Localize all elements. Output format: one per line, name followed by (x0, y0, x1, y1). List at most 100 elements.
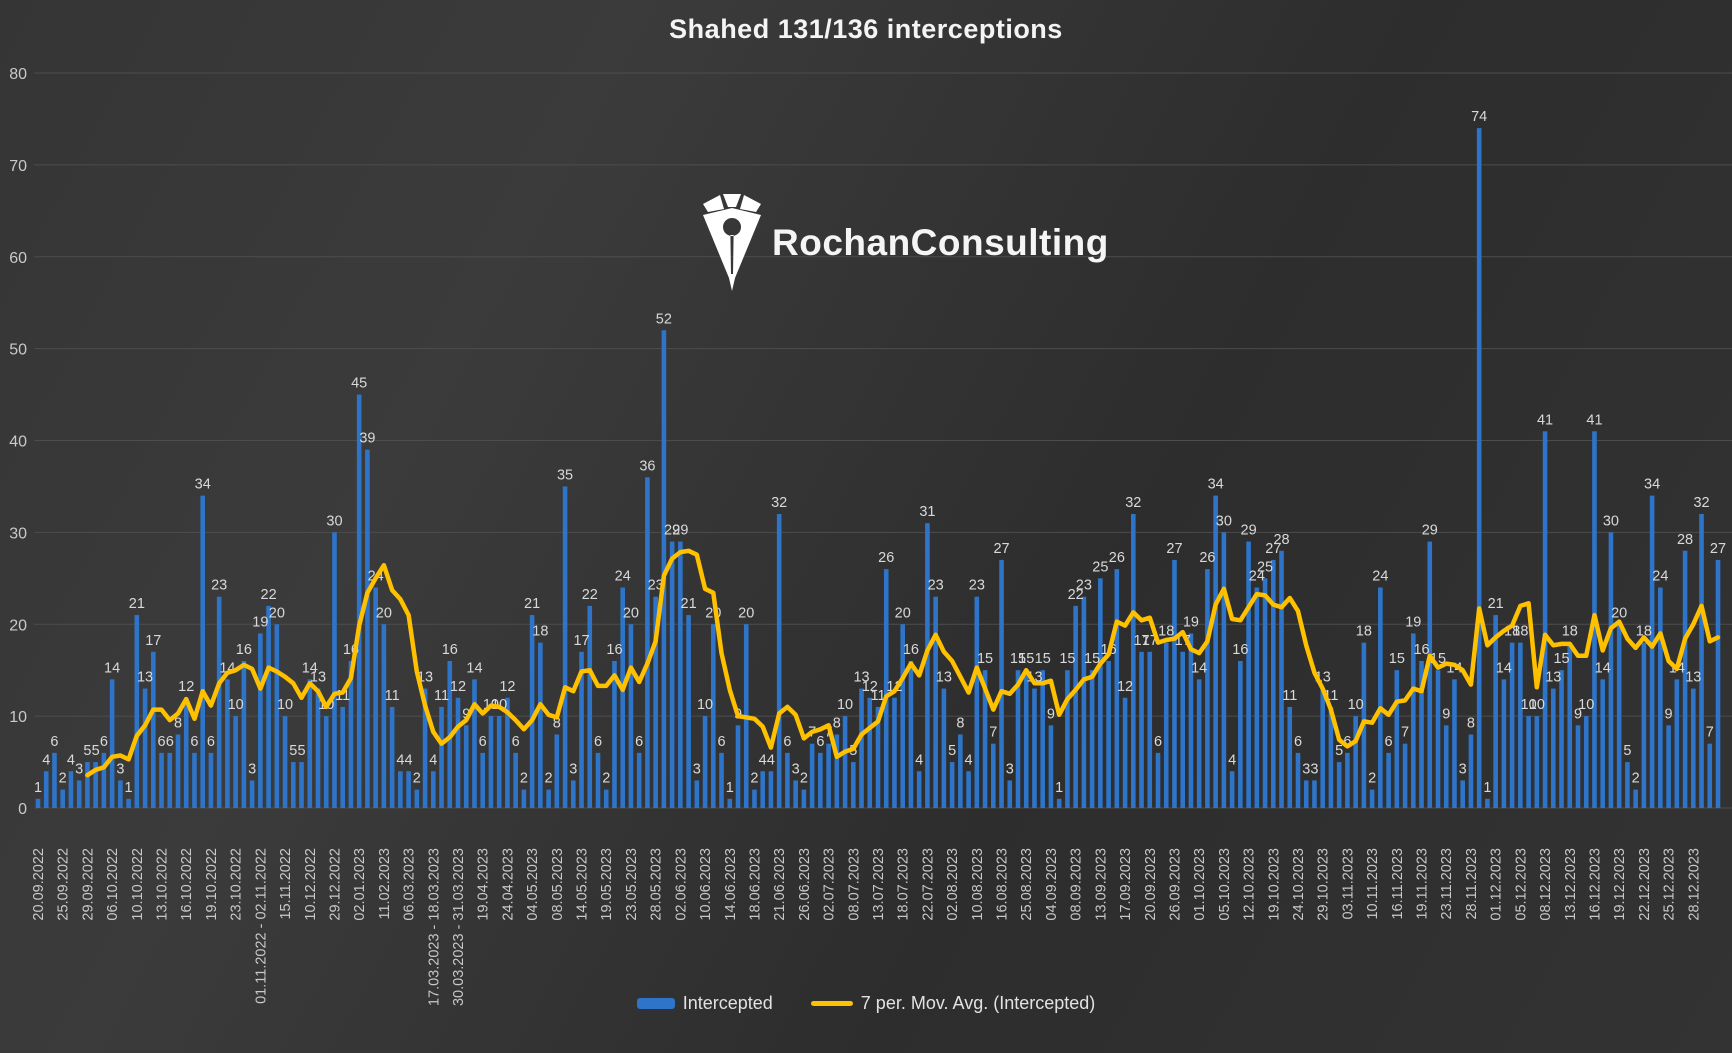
bar-value-label: 8 (174, 716, 182, 732)
bar (1485, 798, 1490, 808)
bar (373, 587, 378, 808)
bar-value-label: 13 (936, 670, 952, 686)
rochan-logo-text: RochanConsulting (772, 222, 1109, 263)
bar-value-label: 74 (1471, 109, 1487, 125)
bar (258, 633, 263, 808)
bar-value-label: 4 (429, 752, 437, 768)
y-tick-label: 20 (9, 617, 27, 634)
bar-value-label: 2 (750, 771, 758, 787)
bar-value-label: 27 (993, 541, 1009, 557)
bar (1468, 734, 1474, 808)
bar (735, 725, 741, 808)
bar-value-label: 6 (1343, 734, 1351, 750)
bar-value-label: 8 (833, 716, 841, 732)
bar (1699, 514, 1704, 808)
moving-average-line-icon (810, 1001, 853, 1006)
bar-value-label: 14 (466, 660, 482, 676)
bar-value-label: 15 (1389, 651, 1405, 667)
x-tick-label: 16.12.2023 (1587, 848, 1603, 921)
bar (1336, 762, 1342, 808)
x-tick-label: 23.11.2023 (1439, 848, 1455, 920)
bar-value-label: 21 (681, 596, 697, 612)
bar-value-label: 14 (104, 660, 120, 676)
bar (727, 798, 733, 808)
y-tick-label: 10 (9, 709, 27, 726)
y-tick-label: 50 (9, 342, 27, 359)
bar-value-label: 27 (1166, 541, 1182, 557)
bar (1295, 752, 1301, 808)
x-tick-label: 19.05.2023 (599, 848, 615, 921)
bar (999, 559, 1004, 808)
bar (1073, 605, 1078, 808)
bar (949, 762, 955, 808)
bar (1649, 495, 1655, 808)
bar (159, 752, 164, 808)
bar (752, 789, 757, 808)
bar (760, 771, 766, 808)
bar-value-label: 34 (195, 477, 211, 493)
bar (1534, 716, 1540, 808)
bar (1007, 780, 1013, 808)
bar (1254, 587, 1260, 808)
x-tick-label: 22.12.2023 (1637, 848, 1653, 921)
bar (398, 771, 403, 808)
bar-value-label: 4 (396, 752, 404, 768)
y-tick-label: 0 (18, 801, 27, 818)
bar (694, 780, 700, 808)
x-tick-label: 16.10.2022 (179, 848, 195, 921)
bar (249, 780, 255, 808)
x-tick-label: 25.08.2023 (1019, 848, 1035, 921)
bar-value-label: 24 (1372, 569, 1388, 585)
x-tick-label: 15.11.2022 (278, 848, 294, 920)
bar-value-label: 1 (34, 780, 42, 796)
bar (175, 734, 181, 808)
x-tick-label: 23.05.2023 (624, 848, 640, 921)
x-tick-label: 17.03.2023 - 18.03.2023 (426, 848, 442, 1006)
bar (941, 688, 947, 808)
legend-label-moving-average: 7 per. Mov. Avg. (Intercepted) (860, 993, 1096, 1013)
bar-value-label: 25 (1257, 559, 1273, 575)
bar (620, 587, 626, 808)
bar (925, 523, 930, 808)
bar (1188, 633, 1194, 808)
x-tick-label: 02.06.2023 (673, 848, 689, 921)
bar-value-label: 3 (1006, 761, 1014, 777)
bar (35, 798, 41, 808)
bar (1270, 559, 1276, 808)
bar (933, 596, 938, 808)
x-tick-label: 29.10.2023 (1316, 848, 1332, 921)
bar-value-label: 13 (137, 670, 153, 686)
bar (414, 789, 420, 808)
bar (134, 615, 140, 808)
bar (529, 615, 535, 808)
bar (356, 394, 362, 808)
x-tick-label: 08.12.2023 (1538, 848, 1554, 921)
bar-value-label: 32 (1693, 495, 1709, 511)
bar (1048, 725, 1054, 808)
x-tick-label: 19.12.2023 (1612, 848, 1628, 921)
bar-value-label: 31 (919, 504, 935, 520)
bar-value-label: 12 (499, 679, 515, 695)
chart-legend: Intercepted 7 per. Mov. Avg. (Intercepte… (0, 993, 1732, 1014)
bar (612, 661, 617, 808)
x-tick-label: 02.07.2023 (822, 848, 838, 921)
bar (1015, 670, 1021, 808)
bar-value-label: 25 (1092, 559, 1108, 575)
bar-value-label: 3 (1310, 761, 1318, 777)
bar-value-label: 17 (573, 633, 589, 649)
bar (1040, 670, 1046, 808)
bar (488, 716, 494, 808)
bar (538, 642, 543, 808)
bar (274, 624, 280, 808)
bar (1155, 752, 1161, 808)
bar-value-label: 7 (989, 725, 997, 741)
bar (570, 780, 576, 808)
bar (505, 697, 510, 808)
bar (628, 624, 634, 808)
x-tick-label: 26.06.2023 (797, 848, 813, 921)
bar-value-label: 28 (1677, 532, 1693, 548)
bar (1023, 670, 1029, 808)
bar (1550, 688, 1556, 808)
bar-value-label: 4 (42, 752, 50, 768)
